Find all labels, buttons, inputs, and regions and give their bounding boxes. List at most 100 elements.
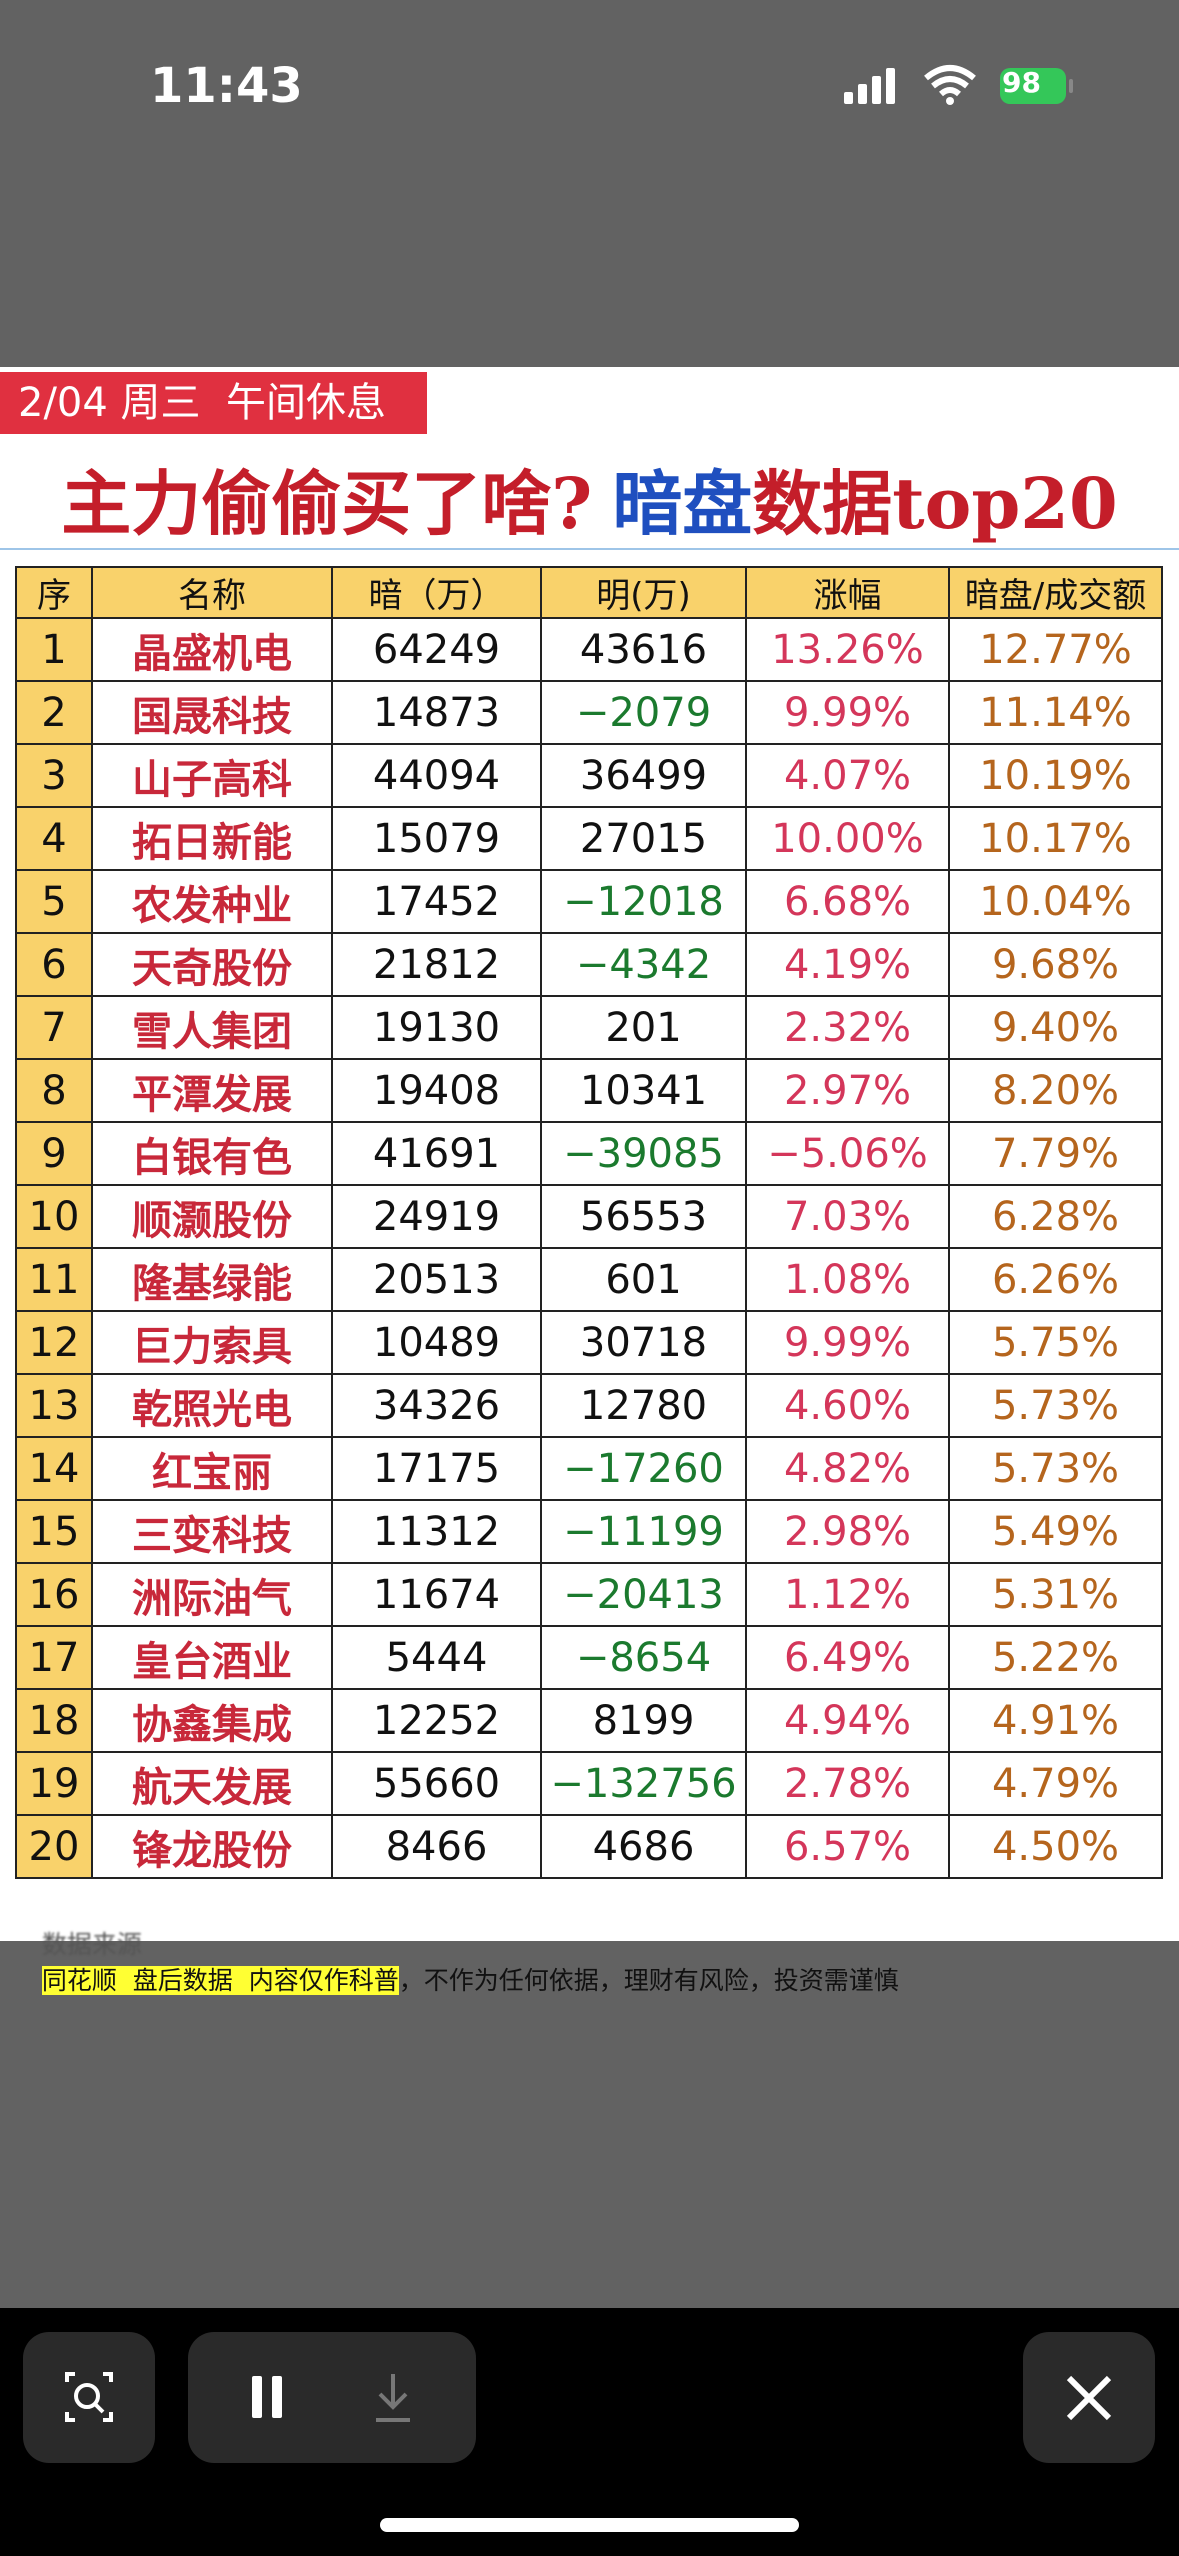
- table-cell: −11199: [540, 1499, 747, 1564]
- table-cell: 国晟科技: [91, 680, 333, 745]
- table-cell: 5.73%: [948, 1373, 1163, 1438]
- table-cell: 12.77%: [948, 617, 1163, 682]
- status-time: 11:43: [150, 58, 303, 114]
- table-cell: 12780: [540, 1373, 747, 1438]
- table-cell: 4.82%: [745, 1436, 950, 1501]
- table-cell: 9: [15, 1121, 93, 1186]
- table-cell: 19130: [331, 995, 542, 1060]
- table-cell: 55660: [331, 1751, 542, 1816]
- table-cell: 15: [15, 1499, 93, 1564]
- table-row: 16 洲际油气 11674 −20413 1.12% 5.31%: [15, 1562, 1163, 1627]
- table-row: 5 农发种业 17452 −12018 6.68% 10.04%: [15, 869, 1163, 934]
- table-cell: 4: [15, 806, 93, 871]
- table-cell: 11312: [331, 1499, 542, 1564]
- table-cell: 36499: [540, 743, 747, 808]
- table-cell: 601: [540, 1247, 747, 1312]
- table-cell: 5.73%: [948, 1436, 1163, 1501]
- download-button[interactable]: [376, 2374, 410, 2422]
- table-cell: 10341: [540, 1058, 747, 1123]
- table-cell: 4686: [540, 1814, 747, 1879]
- column-header: 名称: [91, 566, 333, 619]
- table-cell: 2.78%: [745, 1751, 950, 1816]
- table-cell: 乾照光电: [91, 1373, 333, 1438]
- table-row: 19 航天发展 55660 −132756 2.78% 4.79%: [15, 1751, 1163, 1816]
- table-cell: 锋龙股份: [91, 1814, 333, 1879]
- table-cell: 4.07%: [745, 743, 950, 808]
- table-cell: 201: [540, 995, 747, 1060]
- table-cell: 平潭发展: [91, 1058, 333, 1123]
- table-cell: 41691: [331, 1121, 542, 1186]
- status-icons: [844, 65, 1073, 105]
- table-cell: 27015: [540, 806, 747, 871]
- table-cell: −17260: [540, 1436, 747, 1501]
- footer-rest: ，不作为任何依据，理财有风险，投资需谨慎: [398, 1966, 899, 1995]
- table-cell: 1: [15, 617, 93, 682]
- table-cell: 洲际油气: [91, 1562, 333, 1627]
- table-cell: 8199: [540, 1688, 747, 1753]
- table-cell: 1.12%: [745, 1562, 950, 1627]
- table-row: 7 雪人集团 19130 201 2.32% 9.40%: [15, 995, 1163, 1060]
- table-cell: 14873: [331, 680, 542, 745]
- table-row: 12 巨力索具 10489 30718 9.99% 5.75%: [15, 1310, 1163, 1375]
- media-controls: [188, 2332, 476, 2463]
- table-cell: 红宝丽: [91, 1436, 333, 1501]
- scan-button[interactable]: [23, 2332, 155, 2463]
- table-cell: 晶盛机电: [91, 617, 333, 682]
- table-cell: 三变科技: [91, 1499, 333, 1564]
- table-cell: 5: [15, 869, 93, 934]
- table-cell: 19: [15, 1751, 93, 1816]
- table-row: 9 白银有色 41691 −39085 −5.06% 7.79%: [15, 1121, 1163, 1186]
- table-cell: 5.75%: [948, 1310, 1163, 1375]
- table-cell: 24919: [331, 1184, 542, 1249]
- column-header: 明(万): [540, 566, 747, 619]
- pause-button[interactable]: [252, 2376, 282, 2418]
- table-cell: 9.99%: [745, 1310, 950, 1375]
- table-cell: 6.57%: [745, 1814, 950, 1879]
- table-cell: 30718: [540, 1310, 747, 1375]
- date-tag: 2/04 周三 午间休息: [0, 372, 427, 434]
- table-cell: 1.08%: [745, 1247, 950, 1312]
- table-cell: 56553: [540, 1184, 747, 1249]
- table-cell: 21812: [331, 932, 542, 997]
- table-row: 8 平潭发展 19408 10341 2.97% 8.20%: [15, 1058, 1163, 1123]
- table-cell: 3: [15, 743, 93, 808]
- table-cell: 4.50%: [948, 1814, 1163, 1879]
- table-cell: 6.28%: [948, 1184, 1163, 1249]
- column-header: 暗盘/成交额: [948, 566, 1163, 619]
- table-cell: 12: [15, 1310, 93, 1375]
- table-row: 10 顺灏股份 24919 56553 7.03% 6.28%: [15, 1184, 1163, 1249]
- table-cell: 航天发展: [91, 1751, 333, 1816]
- table-cell: 4.94%: [745, 1688, 950, 1753]
- table-cell: 11: [15, 1247, 93, 1312]
- table-cell: 天奇股份: [91, 932, 333, 997]
- title: 主力偷偷买了啥? 暗盘数据top20: [0, 448, 1179, 549]
- table-row: 14 红宝丽 17175 −17260 4.82% 5.73%: [15, 1436, 1163, 1501]
- table-cell: 8.20%: [948, 1058, 1163, 1123]
- table-cell: 山子高科: [91, 743, 333, 808]
- table-cell: 隆基绿能: [91, 1247, 333, 1312]
- data-table: 序名称 暗（万） 明(万) 涨幅 暗盘/成交额 1 晶盛机电 64249 43616 13.26…: [15, 566, 1163, 1879]
- table-cell: −2079: [540, 680, 747, 745]
- title-blue: 暗盘: [612, 462, 753, 545]
- table-cell: 4.91%: [948, 1688, 1163, 1753]
- table-cell: 9.68%: [948, 932, 1163, 997]
- table-cell: 13: [15, 1373, 93, 1438]
- table-cell: 4.60%: [745, 1373, 950, 1438]
- table-cell: 雪人集团: [91, 995, 333, 1060]
- table-cell: 5.22%: [948, 1625, 1163, 1690]
- table-cell: 拓日新能: [91, 806, 333, 871]
- footer-highlight: 同花顺 盘后数据 内容仅作科普: [41, 1966, 399, 1995]
- table-cell: −20413: [540, 1562, 747, 1627]
- table-cell: 8: [15, 1058, 93, 1123]
- footer-note: 数据来源 同花顺 盘后数据 内容仅作科普，不作为任何依据，理财有风险，投资需谨慎: [26, 1896, 899, 1997]
- close-button[interactable]: [1023, 2332, 1155, 2463]
- table-cell: 11.14%: [948, 680, 1163, 745]
- title-red: 数据top20: [752, 462, 1118, 545]
- table-cell: 17: [15, 1625, 93, 1690]
- table-cell: 7: [15, 995, 93, 1060]
- table-cell: 9.99%: [745, 680, 950, 745]
- table-cell: 4.19%: [745, 932, 950, 997]
- table-cell: 44094: [331, 743, 542, 808]
- table-cell: 5.31%: [948, 1562, 1163, 1627]
